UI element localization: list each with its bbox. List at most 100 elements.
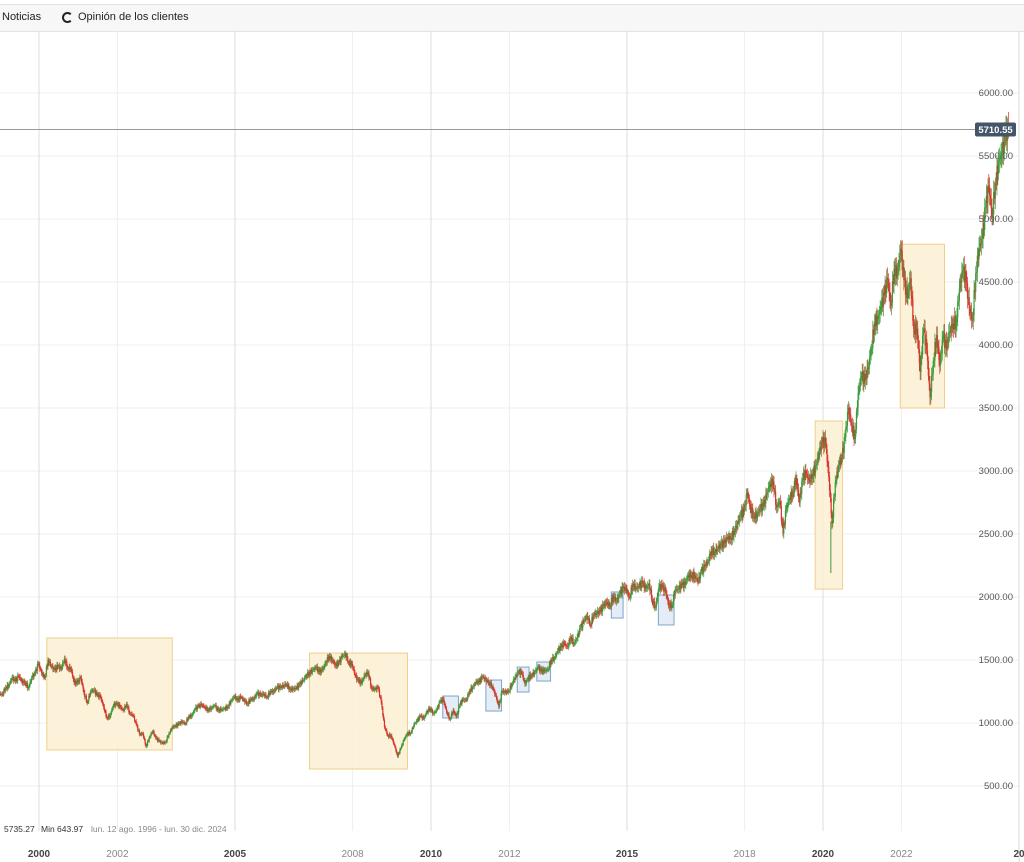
min-value: Min 643.97 xyxy=(41,824,83,834)
candle-body xyxy=(966,280,968,284)
candle-body xyxy=(392,738,394,740)
candle-body xyxy=(56,665,58,671)
candle-body xyxy=(506,690,508,693)
candle-body xyxy=(13,679,16,682)
candle-body xyxy=(287,684,289,688)
candle-body xyxy=(722,540,724,549)
candle-body xyxy=(855,429,857,437)
candle-body xyxy=(508,690,510,692)
candle-body xyxy=(254,696,257,698)
candle-body xyxy=(262,693,265,695)
candle-body xyxy=(931,375,933,393)
candle-body xyxy=(494,693,497,696)
candle-body xyxy=(544,670,546,672)
candle-body xyxy=(233,696,235,698)
candle-body xyxy=(875,315,877,327)
candle-body xyxy=(507,690,510,692)
candle-body xyxy=(466,699,468,701)
candle-body xyxy=(478,680,480,683)
candle-body xyxy=(170,729,172,731)
candle-body xyxy=(956,317,958,323)
candle-body xyxy=(481,676,484,678)
candle-body xyxy=(952,323,954,329)
candle-body xyxy=(432,709,434,714)
candle-body xyxy=(677,588,680,590)
candle-body xyxy=(570,636,572,642)
candle-body xyxy=(628,592,630,597)
candle-body xyxy=(78,679,80,682)
candle-body xyxy=(636,586,638,589)
candle-body xyxy=(437,706,439,708)
candle-body xyxy=(21,679,23,682)
candle-body xyxy=(862,371,864,384)
candle-body xyxy=(525,680,528,683)
candle-body xyxy=(350,661,352,666)
candle-body xyxy=(929,383,931,398)
candle-body xyxy=(492,686,494,690)
candle-body xyxy=(826,449,828,462)
candle-body xyxy=(482,676,484,678)
candle-body xyxy=(5,687,7,689)
tab-customer-feedback[interactable]: Opinión de los clientes xyxy=(62,11,189,23)
candle-body xyxy=(84,692,86,697)
candle-body xyxy=(152,731,154,733)
candle-body xyxy=(289,688,291,690)
candle-body xyxy=(753,516,755,519)
candle-body xyxy=(279,685,281,688)
candle-body xyxy=(402,740,404,745)
candle-body xyxy=(283,685,285,687)
candle-body xyxy=(213,705,216,707)
candle-body xyxy=(379,696,381,698)
candle-body xyxy=(572,637,574,645)
candle-body xyxy=(723,540,725,544)
candle-body xyxy=(601,604,604,612)
candle-body xyxy=(563,642,565,644)
candle-body xyxy=(650,589,652,591)
candle-body xyxy=(380,696,382,703)
candle-body xyxy=(307,672,309,677)
candle-body xyxy=(539,666,541,672)
candle-body xyxy=(196,706,198,710)
candle-body xyxy=(677,588,679,590)
candle-body xyxy=(917,328,919,341)
candle-body xyxy=(332,660,334,662)
candle-body xyxy=(502,690,504,692)
candle-body xyxy=(830,497,832,514)
candle-body xyxy=(988,185,990,187)
candle-body xyxy=(95,692,97,695)
candle-body xyxy=(220,708,222,710)
candle-body xyxy=(550,660,552,665)
candle-body xyxy=(324,664,326,667)
candle-body xyxy=(666,594,668,598)
candle-body xyxy=(315,667,317,669)
candle-body xyxy=(775,491,777,505)
candle-body xyxy=(454,713,457,716)
candle-body xyxy=(243,699,245,701)
candle-body xyxy=(789,498,791,501)
candle-body xyxy=(915,322,917,335)
candle-body xyxy=(806,473,808,475)
candle-body xyxy=(107,717,109,719)
candle-body xyxy=(14,679,16,682)
candle-body xyxy=(730,537,732,540)
candle-body xyxy=(991,208,993,215)
candle-body xyxy=(160,741,162,743)
candle-body xyxy=(920,356,922,373)
candle-body xyxy=(201,704,203,706)
candle-body xyxy=(623,586,625,589)
candle-body xyxy=(641,580,644,584)
candle-body xyxy=(203,705,205,707)
candle-body xyxy=(403,739,405,741)
candle-body xyxy=(165,741,167,743)
price-chart[interactable]: 500.00 1000.00 1500.00 2000.00 2500.00 3000.0… xyxy=(0,31,1024,862)
candle-body xyxy=(181,721,183,723)
candle-body xyxy=(150,733,152,737)
candle-body xyxy=(799,493,801,503)
candle-body xyxy=(564,643,566,645)
tab-news[interactable]: Noticias xyxy=(2,11,42,23)
candle-body xyxy=(199,704,201,708)
candle-body xyxy=(850,414,852,423)
candle-body xyxy=(371,687,373,689)
candle-body xyxy=(787,503,789,506)
candle-body xyxy=(899,248,902,256)
